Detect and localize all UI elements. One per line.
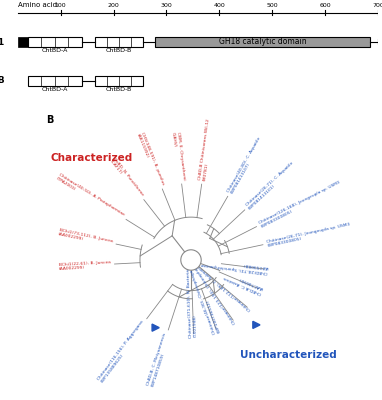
- Text: 200: 200: [108, 3, 120, 8]
- Text: ChBD-B Chitinivorans Wil-12
(M0781): ChBD-B Chitinivorans Wil-12 (M0781): [198, 118, 215, 181]
- Text: 100: 100: [55, 3, 66, 8]
- Polygon shape: [152, 324, 159, 331]
- Bar: [28, 37, 82, 47]
- Text: CHS(348-591)- B. pumilus
(AB115992): CHS(348-591)- B. pumilus (AB115992): [136, 131, 165, 187]
- Text: ChtBD-B: ChtBD-B: [106, 87, 132, 92]
- Text: Chitinase(26-71)- C. Aquatile
(WP081413101): Chitinase(26-71)- C. Aquatile (WP0814131…: [245, 161, 297, 210]
- Text: Chitinase(116-156)- P. Aggregana
(WP135889625): Chitinase(116-156)- P. Aggregana (WP1358…: [97, 319, 148, 384]
- Bar: [155, 37, 370, 47]
- Text: Amino acid: Amino acid: [18, 2, 57, 8]
- Text: BChi1(22-61)- B. Juncea
(AA002299): BChi1(22-61)- B. Juncea (AA002299): [58, 260, 111, 271]
- Text: 700: 700: [372, 3, 382, 8]
- Text: BChi1(73-112)- B. Juncea
(AA002299): BChi1(73-112)- B. Juncea (AA002299): [58, 228, 113, 248]
- Text: Characterized: Characterized: [50, 153, 133, 163]
- Circle shape: [181, 250, 201, 270]
- Text: Chitinase(371-610)- N. Bacteriae
(TX01948): Chitinase(371-610)- N. Bacteriae (TX0194…: [187, 266, 198, 338]
- Text: Chitinase(40-80)- C. Aquatile
(WP081413107): Chitinase(40-80)- C. Aquatile (WP0814131…: [226, 136, 265, 195]
- Text: ChtBD-A: ChtBD-A: [42, 87, 68, 92]
- Text: Chitinase(123-193)- Chitinophaga sp.: Chitinase(123-193)- Chitinophaga sp.: [187, 256, 237, 325]
- Text: 500: 500: [267, 3, 278, 8]
- Text: ChtBD-B: ChtBD-B: [106, 48, 132, 53]
- Text: ChtBD-A: ChtBD-A: [42, 48, 68, 53]
- Text: CoBD- N. Punctiforme
(CAF17): CoBD- N. Punctiforme (CAF17): [109, 157, 145, 199]
- Polygon shape: [253, 321, 260, 328]
- Text: Uncharacterized: Uncharacterized: [240, 350, 337, 360]
- Text: ChBD(28-73)- Sporichthyaceae sp. 22
(AEC59088): ChBD(28-73)- Sporichthyaceae sp. 22 (AEC…: [186, 255, 269, 274]
- Text: B: B: [46, 115, 53, 125]
- Text: Chitinase(26-71)- Jeongeupla sp. USM3
(WP083300805): Chitinase(26-71)- Jeongeupla sp. USM3 (W…: [266, 222, 351, 248]
- Text: 600: 600: [319, 3, 331, 8]
- Bar: [95, 37, 142, 47]
- Text: 400: 400: [214, 3, 225, 8]
- Text: ChBD-A C. Asiatica
(AAC74690): ChBD-A C. Asiatica (AAC74690): [223, 270, 264, 294]
- Text: Chitinase(112-149)- C. Salmonispora: Chitinase(112-149)- C. Salmonispora: [188, 257, 252, 311]
- Bar: [18, 37, 28, 47]
- Text: ChtBD-AB: ChtBD-AB: [0, 76, 5, 85]
- Text: Chitinase(46-90)- Chitinophaga sp.
(WP130736512): Chitinase(46-90)- Chitinophaga sp. (WP13…: [188, 260, 222, 334]
- Text: CBM- E. Chrysanthemi
(1AHV): CBM- E. Chrysanthemi (1AHV): [171, 131, 185, 180]
- Text: Chitinase(126-168)- Jeongeupla sp. USM3
(WP083300805): Chitinase(126-168)- Jeongeupla sp. USM3 …: [258, 180, 343, 229]
- Bar: [28, 76, 82, 86]
- Text: 300: 300: [160, 3, 172, 8]
- Text: Chitinase(40-50)- A. Protophormiae
(TPA2003): Chitinase(40-50)- A. Protophormiae (TPA2…: [55, 173, 125, 221]
- Text: GH18 catalytic domain: GH18 catalytic domain: [219, 37, 306, 46]
- Text: $\mathit{Cm}$Chi1: $\mathit{Cm}$Chi1: [0, 36, 5, 47]
- Bar: [95, 76, 142, 86]
- Text: ChBD-B- C. Meiyuanensis
(WP148710859): ChBD-B- C. Meiyuanensis (WP148710859): [146, 332, 171, 388]
